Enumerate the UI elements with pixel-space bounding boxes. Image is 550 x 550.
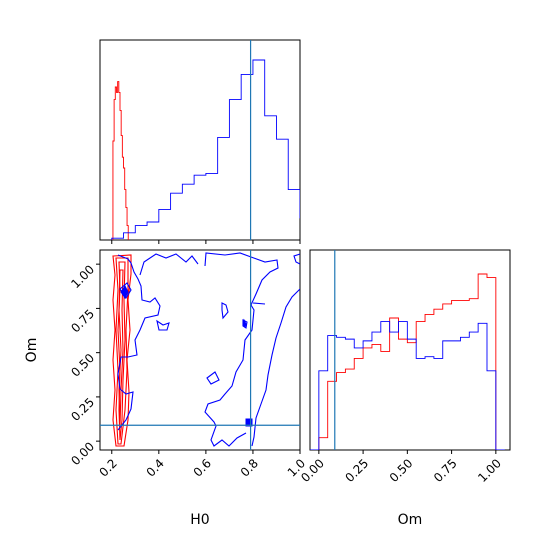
h0-x-tick-label: 0.6 [191, 456, 214, 479]
om-y-tick-label: 0.00 [68, 439, 97, 468]
blue-tick-mark [252, 302, 266, 305]
h0-x-tick-label: 0.8 [238, 456, 261, 479]
red-contour-mid [115, 257, 129, 445]
om-y-axis-label: Om [24, 338, 40, 363]
blue-spot-upper [120, 285, 129, 299]
red-contour-outer [112, 254, 132, 447]
h0-marginal-series [111, 59, 300, 240]
blue-island-small [156, 319, 170, 331]
h0-om-joint-axes [99, 249, 301, 451]
om-y-tick-label: 0.50 [68, 351, 97, 380]
blue-island-low [206, 371, 220, 385]
om-axis-label: Om [398, 512, 423, 528]
h0-marginal-red-histogram [111, 81, 129, 240]
truth-lines [100, 40, 336, 450]
om-x-tick-label: 1.00 [475, 456, 504, 485]
om-marginal-blue-histogram [310, 321, 505, 450]
h0-marginal-axes [99, 39, 301, 241]
om-y-tick-label: 0.25 [68, 395, 97, 424]
blue-contour-center [204, 252, 279, 447]
h0-marginal-blue-histogram [111, 59, 300, 240]
om-x-tick-label: 0.50 [387, 456, 416, 485]
om-marginal-series [310, 273, 505, 450]
h0-axis-label: H0 [190, 512, 209, 528]
blue-contour-left [117, 254, 161, 431]
h0-om-contours [112, 252, 300, 447]
h0-x-tick-label: 0.4 [144, 456, 167, 479]
blue-contour-edge [293, 253, 300, 265]
h0-x-tick-label: 0.2 [96, 456, 119, 479]
om-x-tick-label: 0.25 [342, 456, 371, 485]
om-marginal-axes [309, 249, 511, 451]
blue-contour-top [139, 253, 199, 276]
blue-contour-right [251, 288, 300, 447]
blue-spot-right [242, 318, 247, 329]
om-x-tick-label: 0.75 [431, 456, 460, 485]
blue-island-mid [221, 302, 229, 320]
om-y-tick-label: 1.00 [68, 262, 97, 291]
om-y-tick-label: 0.75 [68, 307, 97, 336]
